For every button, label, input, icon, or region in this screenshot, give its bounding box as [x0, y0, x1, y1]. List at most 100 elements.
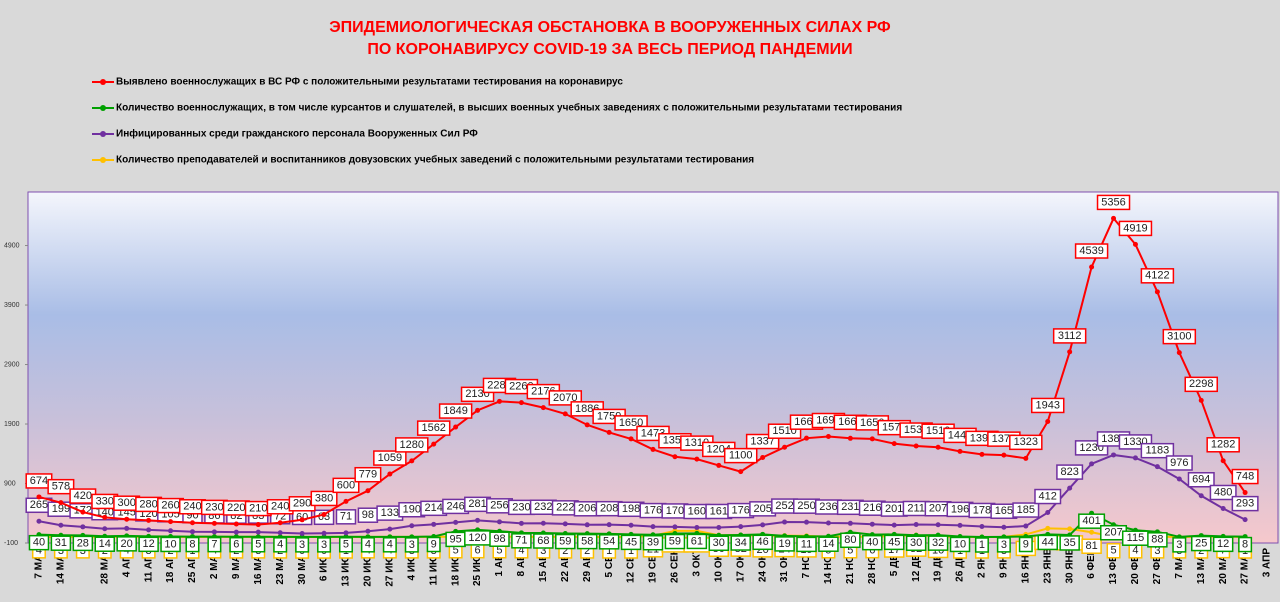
data-point	[431, 441, 437, 447]
data-point	[650, 524, 656, 530]
x-tick-label: 28 НОЯ	[867, 548, 878, 584]
data-label: 2070	[553, 392, 577, 404]
data-label-box	[1074, 243, 1109, 259]
data-point	[606, 522, 612, 528]
x-tick-label: 20 МАР	[1218, 548, 1229, 584]
data-point	[1198, 397, 1204, 403]
x-tick-label: 11 АПР	[143, 548, 154, 583]
data-label: 30	[713, 537, 725, 549]
data-point	[540, 405, 546, 411]
data-label: 4919	[1123, 222, 1147, 234]
x-tick-label: 3 АПР	[1262, 548, 1273, 578]
data-label-box	[723, 447, 758, 464]
data-label-box	[335, 509, 357, 525]
data-label: 201	[885, 503, 903, 515]
data-label: 4	[277, 539, 283, 551]
x-tick-label: 19 СЕН	[648, 548, 659, 583]
data-label: 240	[183, 501, 201, 513]
data-point	[343, 498, 349, 504]
data-label: 5	[255, 539, 261, 551]
data-label: 81	[1085, 540, 1097, 552]
data-label: 133	[381, 507, 399, 519]
chart-title: ЭПИДЕМИОЛОГИЧЕСКАЯ ОБСТАНОВКА В ВООРУЖЕН…	[329, 19, 891, 36]
data-point	[387, 526, 393, 532]
data-label: 1100	[729, 450, 753, 462]
data-point	[496, 519, 502, 525]
data-point	[979, 451, 985, 457]
data-point	[211, 520, 217, 526]
data-label: 210	[249, 502, 267, 514]
data-label: 185	[1017, 504, 1035, 516]
x-tick-label: 12 ДЕК	[911, 547, 922, 582]
data-label-box	[774, 536, 795, 552]
data-label: 4	[518, 545, 524, 557]
data-label-box	[229, 536, 244, 553]
data-point	[1176, 350, 1182, 356]
data-label-box	[1165, 455, 1193, 471]
data-label-box	[620, 534, 642, 551]
data-point	[1220, 505, 1226, 511]
data-point	[913, 521, 919, 527]
data-label-box	[533, 533, 554, 549]
data-label: 98	[362, 509, 374, 521]
data-label: 3	[540, 545, 546, 557]
data-point	[453, 519, 459, 525]
data-label: 300	[118, 497, 136, 509]
data-label-box	[1184, 376, 1218, 393]
data-point	[1132, 455, 1138, 461]
data-point	[58, 500, 64, 506]
data-label: 208	[600, 503, 618, 515]
x-tick-label: 16 ЯНВ	[1020, 548, 1031, 584]
data-label-box	[1212, 536, 1234, 553]
data-point	[935, 444, 941, 450]
data-label: 5	[343, 539, 349, 551]
data-point	[760, 522, 766, 528]
data-point	[606, 429, 612, 435]
data-label-box	[1037, 534, 1058, 551]
data-label: 28	[77, 537, 89, 549]
data-label: 46	[757, 536, 769, 548]
data-point	[1089, 529, 1095, 535]
data-point	[540, 520, 546, 526]
x-tick-label: 4 АПР	[121, 548, 132, 578]
data-label: 58	[581, 536, 593, 548]
data-label: 39	[647, 537, 659, 549]
data-label-box	[207, 536, 222, 553]
data-label: 214	[425, 502, 443, 514]
legend-label: Количество военнослужащих, в том числе к…	[116, 102, 902, 114]
data-label: 80	[844, 534, 856, 546]
y-tick-label: 2900	[4, 361, 20, 368]
x-tick-label: 20 ФЕВ	[1130, 548, 1141, 584]
data-label: 240	[271, 501, 289, 513]
data-label-box	[438, 403, 473, 419]
data-label: 4	[387, 539, 393, 551]
data-point	[409, 523, 415, 529]
data-point	[1045, 510, 1051, 516]
data-label: 71	[340, 511, 352, 523]
data-point	[891, 441, 897, 447]
data-label-box	[1078, 513, 1106, 529]
data-point	[189, 529, 195, 535]
data-label: 293	[1236, 498, 1254, 510]
data-label: 1282	[1211, 439, 1235, 451]
data-label: 480	[1214, 486, 1232, 498]
data-label: 600	[337, 479, 355, 491]
data-label-box	[1231, 468, 1259, 485]
x-tick-label: 22 АВГ	[560, 548, 571, 582]
data-label: 3	[299, 539, 305, 551]
x-tick-label: 13 ИЮН	[341, 548, 352, 587]
data-label-box	[332, 477, 360, 494]
data-label: 176	[644, 504, 662, 516]
data-label-box	[1081, 538, 1102, 554]
data-label: 40	[33, 537, 45, 549]
data-point	[650, 446, 656, 452]
data-point	[255, 522, 261, 528]
data-point	[365, 528, 371, 534]
data-point	[1111, 452, 1117, 458]
data-label-box	[338, 537, 353, 553]
data-label-box	[642, 534, 664, 551]
data-label: 401	[1082, 515, 1100, 527]
data-label: 3	[409, 539, 415, 551]
data-label: 170	[666, 505, 684, 517]
